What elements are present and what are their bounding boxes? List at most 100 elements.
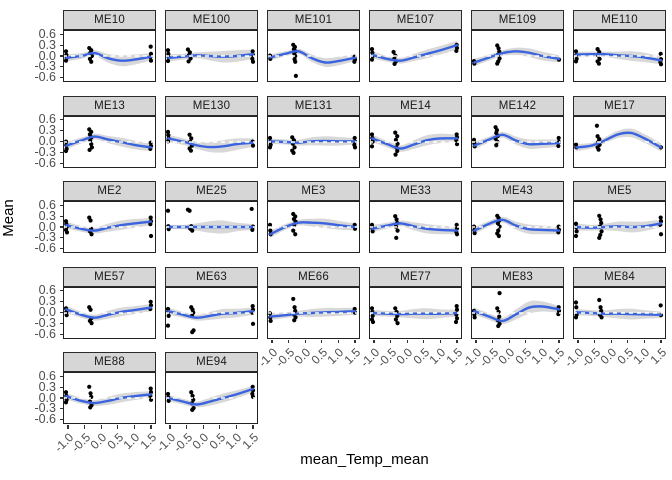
- y-tick-label: -0.3: [34, 144, 56, 159]
- data-point: [268, 318, 273, 323]
- x-tick-mark: [475, 339, 477, 343]
- data-point: [148, 386, 153, 391]
- x-tick-mark: [423, 339, 425, 343]
- data-point: [497, 314, 502, 319]
- y-tick-mark: [59, 419, 63, 421]
- facet-panel: [267, 286, 360, 339]
- data-point: [166, 129, 171, 134]
- data-point: [472, 137, 477, 142]
- data-point: [190, 228, 195, 233]
- smooth-line: [575, 222, 663, 229]
- facet-strip: ME66: [267, 266, 360, 287]
- data-point: [393, 152, 398, 157]
- facet-strip: ME83: [471, 266, 564, 287]
- data-point: [597, 235, 602, 240]
- x-tick-mark: [541, 339, 543, 343]
- facet-strip-label: ME63: [196, 270, 227, 283]
- facet-panel: [165, 372, 258, 424]
- x-tick-mark: [117, 425, 119, 429]
- data-point: [497, 290, 502, 295]
- facet-ME109: ME109: [471, 10, 564, 82]
- y-tick-mark: [59, 33, 63, 35]
- facet-strip-label: ME130: [192, 99, 231, 112]
- data-point: [291, 150, 296, 155]
- facet-strip-label: ME131: [294, 99, 333, 112]
- data-point: [658, 51, 663, 56]
- data-point: [394, 235, 399, 240]
- facet-ME110: ME110: [573, 10, 666, 82]
- data-point: [597, 213, 602, 218]
- data-point: [166, 48, 171, 53]
- facet-panel: [573, 115, 666, 168]
- y-tick-label: 0.0: [38, 219, 56, 234]
- data-point: [352, 59, 357, 64]
- facet-panel: [471, 30, 564, 82]
- data-point: [250, 384, 255, 389]
- data-point: [189, 135, 194, 140]
- facet-strip-label: ME84: [604, 270, 635, 283]
- y-tick-mark: [59, 397, 63, 399]
- x-tick-mark: [610, 339, 612, 343]
- data-point: [574, 299, 579, 305]
- y-tick-label: 0.3: [38, 123, 56, 138]
- facet-canvas: [370, 214, 461, 240]
- facet-ME43: ME43: [471, 181, 564, 253]
- x-tick-mark: [660, 339, 662, 343]
- data-point: [293, 308, 298, 313]
- data-point: [574, 314, 579, 319]
- y-tick-mark: [59, 333, 63, 335]
- data-point: [187, 132, 192, 137]
- y-tick-mark: [59, 44, 63, 46]
- data-point: [89, 59, 94, 64]
- data-point: [395, 320, 400, 325]
- data-point: [370, 319, 376, 324]
- data-point: [166, 313, 171, 318]
- data-point: [352, 135, 357, 140]
- data-point: [187, 208, 192, 213]
- x-tick-mark: [354, 339, 356, 343]
- x-tick-mark: [150, 425, 152, 429]
- data-point: [393, 130, 398, 135]
- facet-strip-label: ME107: [396, 14, 435, 26]
- facet-panel: [165, 30, 258, 82]
- data-point: [166, 323, 171, 328]
- data-point: [454, 141, 460, 146]
- y-tick-label: -0.6: [34, 241, 56, 256]
- facet-ME100: ME100: [165, 10, 258, 82]
- facet-ME5: ME5: [573, 181, 666, 253]
- smooth-line: [167, 52, 255, 60]
- smooth-line: [269, 49, 357, 64]
- facet-canvas: [64, 384, 155, 410]
- facet-strip: ME5: [573, 181, 666, 201]
- data-point: [395, 148, 400, 153]
- data-point: [370, 131, 375, 137]
- facet-canvas: [574, 123, 665, 152]
- smooth-line: [575, 52, 663, 62]
- data-point: [249, 206, 254, 212]
- x-tick-mark: [373, 339, 375, 343]
- y-tick-mark: [59, 55, 63, 57]
- data-point: [556, 143, 561, 148]
- facet-strip: ME94: [165, 352, 258, 372]
- facet-panel: [267, 115, 360, 168]
- x-tick-mark: [185, 425, 188, 429]
- facet-canvas: [574, 297, 665, 320]
- y-tick-mark: [59, 119, 63, 121]
- facet-canvas: [574, 47, 665, 67]
- data-point: [166, 58, 171, 64]
- y-tick-mark: [59, 140, 63, 143]
- facet-canvas: [472, 290, 563, 328]
- y-tick-mark: [59, 237, 63, 239]
- y-tick-label: 0.0: [38, 390, 56, 405]
- data-point: [472, 314, 477, 319]
- data-point: [370, 57, 375, 62]
- facet-ME84: ME84: [573, 266, 666, 339]
- data-point: [293, 59, 298, 64]
- data-point: [89, 320, 94, 325]
- facet-strip-label: ME14: [400, 99, 431, 112]
- y-axis-title: Mean: [0, 199, 17, 237]
- confidence-ribbon: [474, 47, 560, 67]
- data-point: [574, 304, 579, 309]
- y-tick-label: 0.3: [38, 37, 56, 52]
